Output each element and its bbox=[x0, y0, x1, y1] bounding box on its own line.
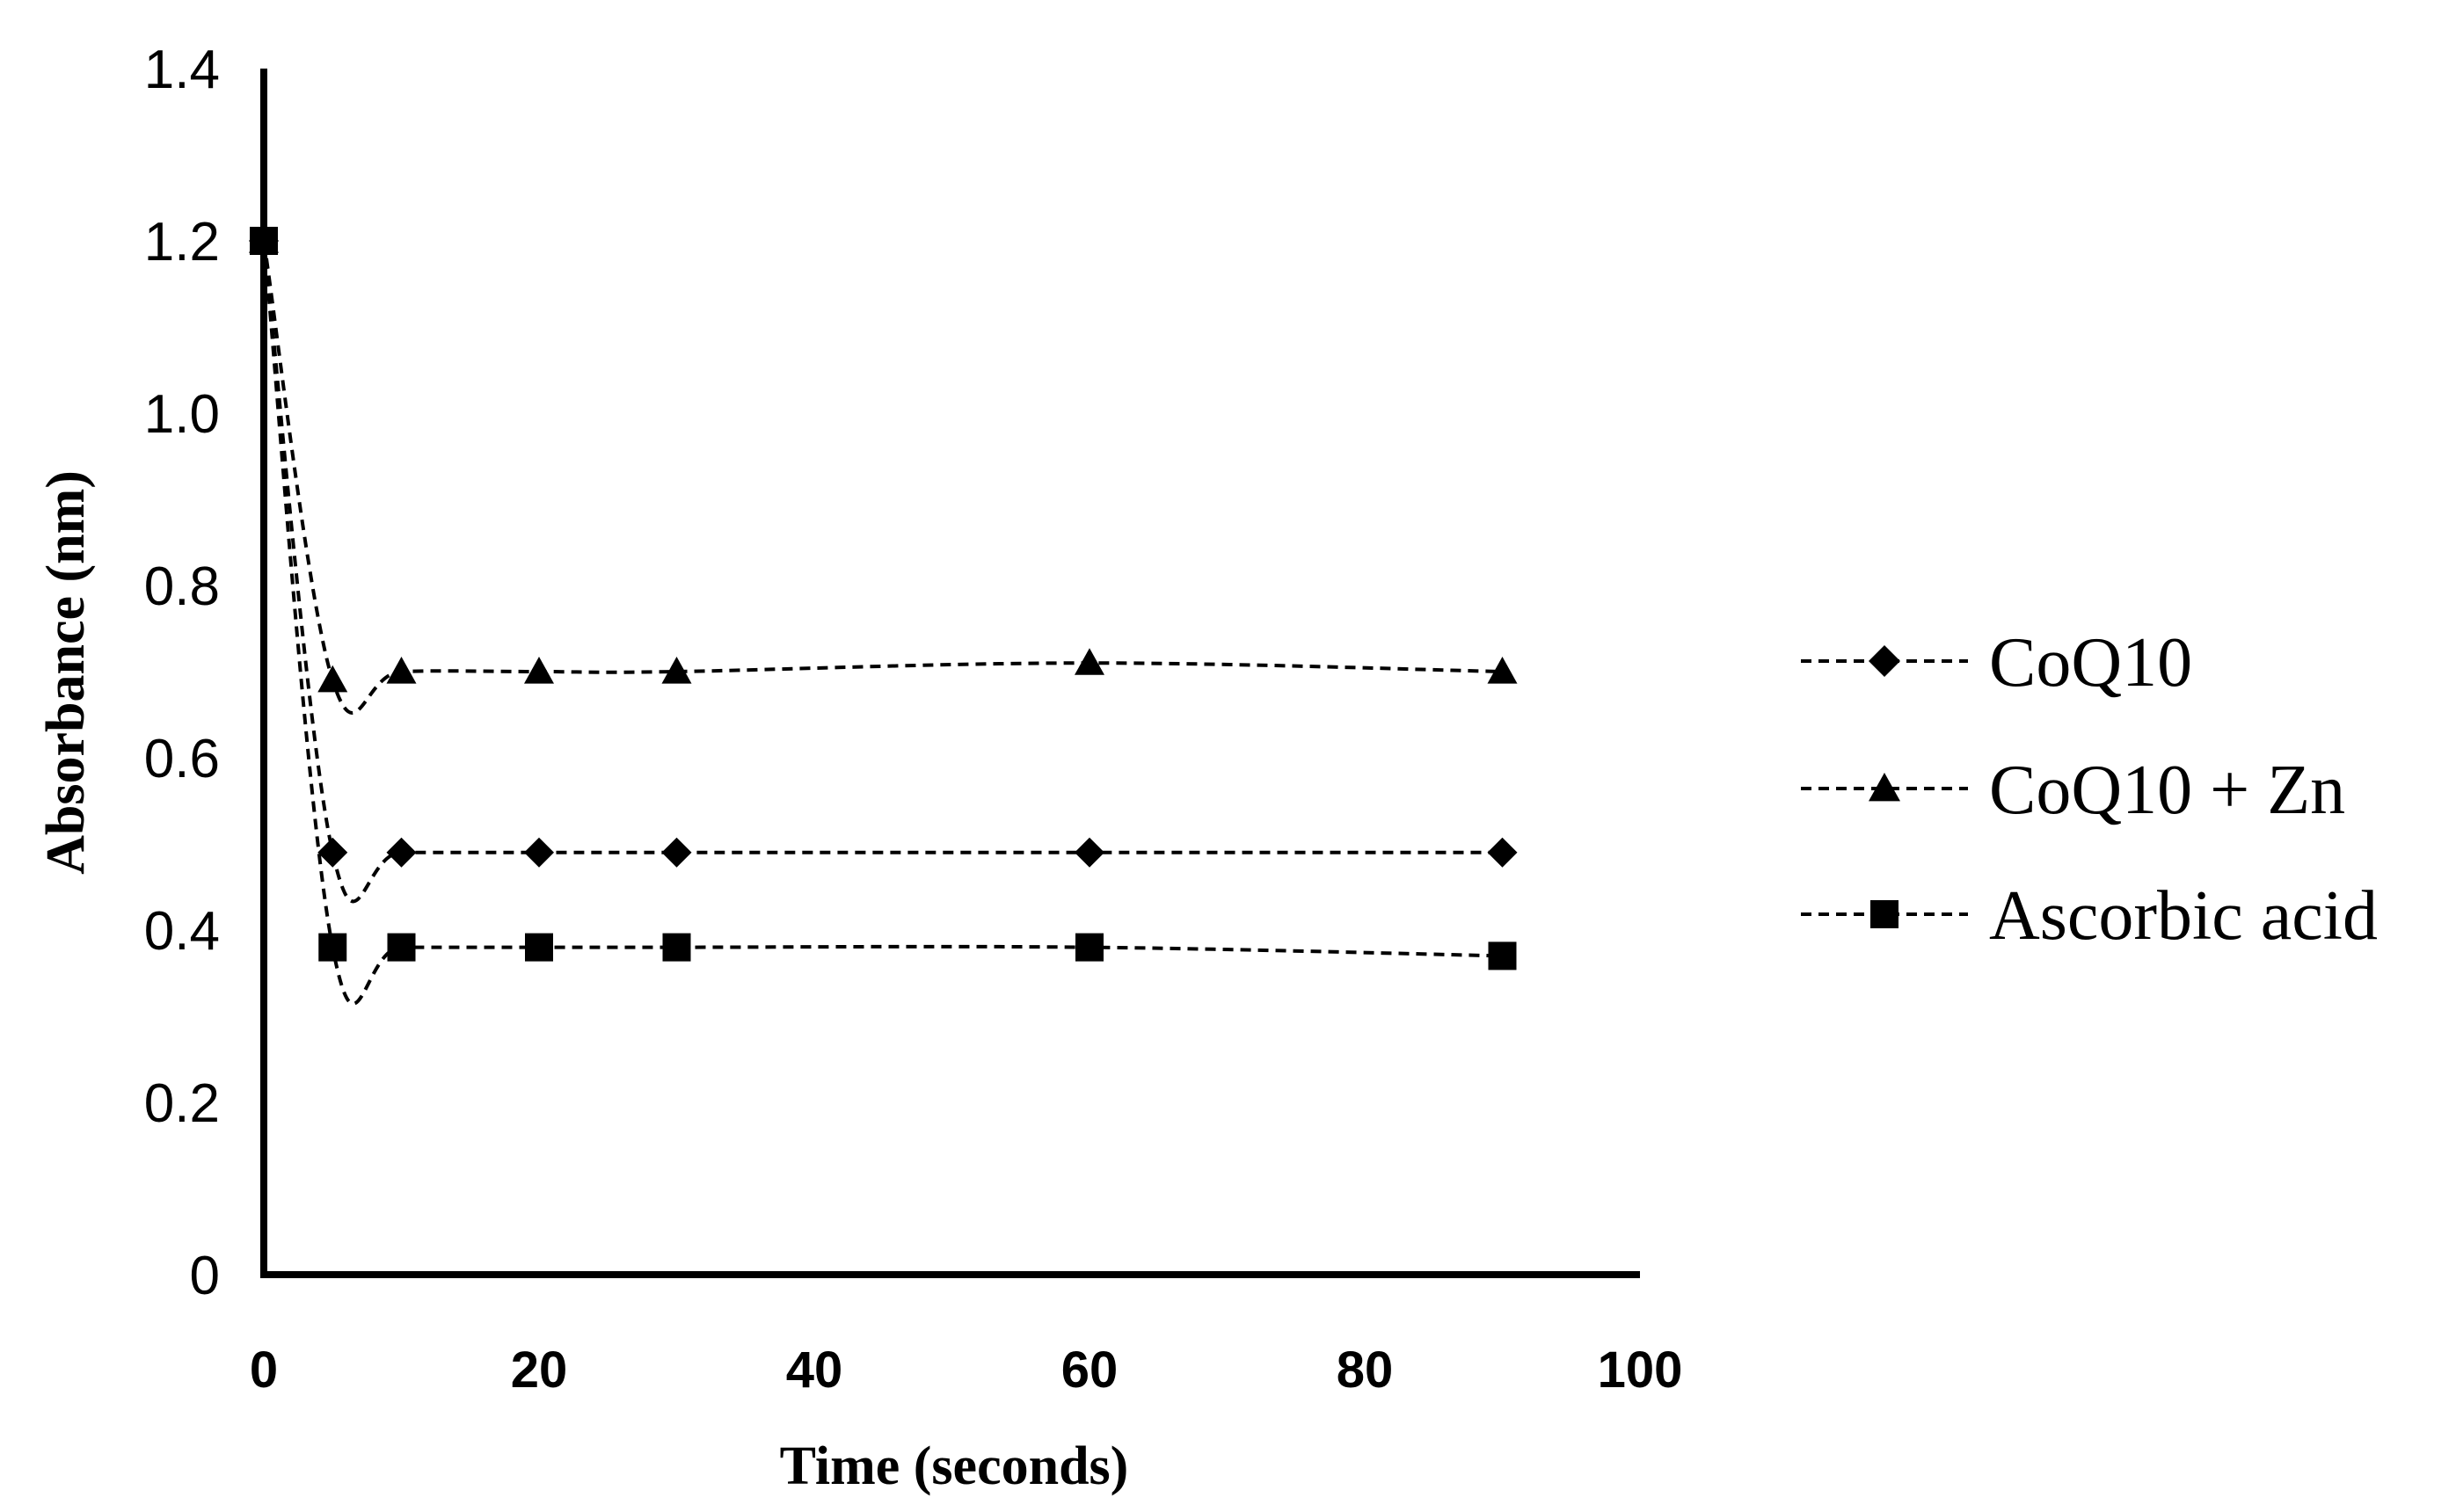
data-point-diamond bbox=[524, 837, 554, 868]
series-line-0 bbox=[262, 240, 1503, 904]
y-tick-label: 0 bbox=[190, 1246, 220, 1306]
x-tick-label: 80 bbox=[1337, 1341, 1394, 1399]
x-tick-label: 20 bbox=[511, 1341, 568, 1399]
data-point-square bbox=[1488, 941, 1517, 970]
data-point-triangle bbox=[317, 665, 348, 693]
data-point-diamond bbox=[317, 837, 348, 868]
x-tick-label: 100 bbox=[1598, 1341, 1683, 1399]
legend-marker-square bbox=[1870, 900, 1898, 928]
x-tick-label: 0 bbox=[250, 1341, 278, 1399]
data-point-triangle bbox=[524, 657, 554, 684]
data-point-diamond bbox=[1075, 837, 1104, 868]
x-axis-title: Time (seconds) bbox=[780, 1436, 1129, 1496]
data-point-square bbox=[525, 933, 553, 962]
y-axis-title: Absorbance (nm) bbox=[36, 470, 96, 875]
data-point-diamond bbox=[1487, 837, 1518, 868]
y-tick-label: 0.8 bbox=[144, 556, 220, 617]
data-point-square bbox=[318, 933, 347, 962]
data-point-diamond bbox=[386, 837, 417, 868]
data-point-triangle bbox=[661, 657, 692, 684]
data-point-triangle bbox=[1487, 657, 1518, 684]
legend-label: Ascorbic acid bbox=[1989, 877, 2378, 955]
series-markers bbox=[249, 226, 1518, 970]
series-line-2 bbox=[262, 240, 1503, 1006]
y-tick-label: 1.2 bbox=[144, 212, 220, 273]
legend-marker-triangle bbox=[1869, 773, 1900, 802]
data-point-square bbox=[662, 933, 691, 962]
series-lines bbox=[262, 240, 1503, 1006]
legend: CoQ10 CoQ10 + Zn Ascorbic acid bbox=[1801, 624, 2378, 955]
y-tick-label: 0.4 bbox=[144, 901, 220, 962]
data-point-square bbox=[1075, 933, 1104, 962]
y-tick-label: 0.2 bbox=[144, 1073, 220, 1134]
data-point-square bbox=[250, 227, 278, 255]
y-tick-label: 1.0 bbox=[144, 384, 220, 445]
x-tick-label: 40 bbox=[786, 1341, 843, 1399]
tick-labels: 0 0.2 0.4 0.6 0.8 1.0 1.2 1.4 0 20 40 60 80 100 bbox=[144, 40, 1683, 1399]
data-point-diamond bbox=[661, 837, 692, 868]
legend-label: CoQ10 bbox=[1989, 624, 2192, 701]
legend-label: CoQ10 + Zn bbox=[1989, 752, 2345, 829]
y-tick-label: 1.4 bbox=[144, 40, 220, 100]
x-tick-label: 60 bbox=[1061, 1341, 1119, 1399]
y-tick-label: 0.6 bbox=[144, 729, 220, 789]
legend-marker-diamond bbox=[1869, 645, 1900, 677]
series-line-1 bbox=[262, 240, 1503, 715]
data-point-triangle bbox=[1075, 648, 1104, 675]
axes bbox=[260, 69, 1640, 1278]
data-point-triangle bbox=[386, 657, 417, 684]
data-point-square bbox=[387, 933, 416, 962]
